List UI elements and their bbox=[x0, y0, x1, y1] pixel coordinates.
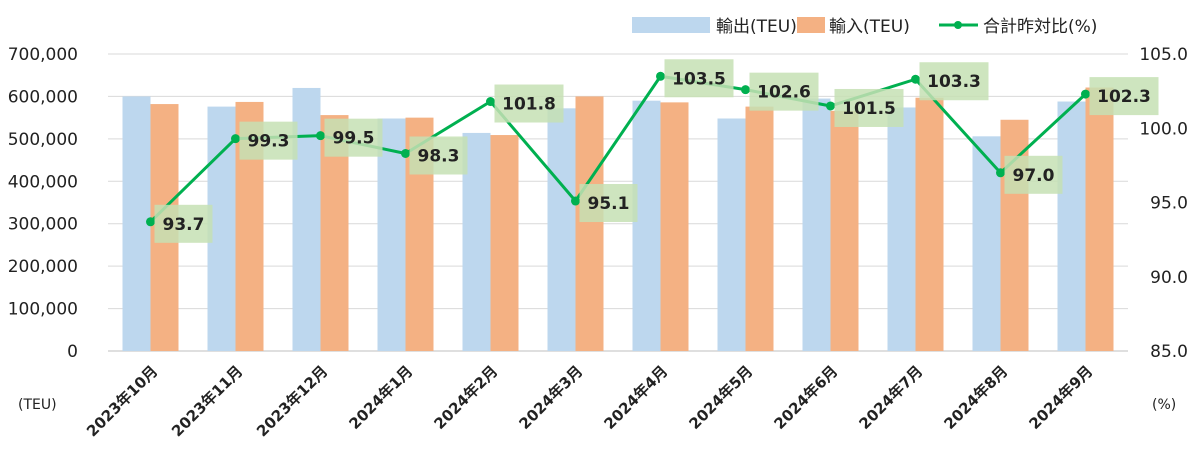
y-left-tick-label: 200,000 bbox=[8, 257, 78, 277]
x-tick-label: 2024年7月 bbox=[855, 362, 926, 433]
ratio-point bbox=[741, 85, 750, 95]
ratio-point bbox=[571, 196, 580, 206]
data-label: 93.7 bbox=[163, 215, 205, 235]
legend-label-ratio: 合計昨対比(%) bbox=[983, 17, 1097, 37]
ratio-point bbox=[656, 71, 665, 81]
y-left-tick-label: 100,000 bbox=[8, 300, 78, 320]
data-label: 102.6 bbox=[757, 83, 811, 103]
legend-swatch-import bbox=[797, 17, 825, 33]
data-label-box bbox=[324, 118, 383, 157]
data-label: 101.5 bbox=[842, 99, 896, 119]
data-label-box bbox=[239, 121, 298, 160]
x-tick-label: 2023年10月 bbox=[83, 362, 161, 440]
data-label-box bbox=[834, 88, 904, 127]
bar-export bbox=[972, 136, 1001, 351]
y-right-tick-label: 90.0 bbox=[1150, 268, 1188, 288]
ratio-point bbox=[486, 97, 495, 107]
data-label: 97.0 bbox=[1013, 166, 1055, 186]
data-label-box bbox=[749, 72, 819, 111]
data-label-box bbox=[664, 59, 734, 98]
ratio-point bbox=[316, 131, 325, 141]
bar-export bbox=[547, 108, 576, 352]
x-tick-label: 2024年9月 bbox=[1025, 362, 1096, 433]
y-right-tick-label: 100.0 bbox=[1139, 119, 1188, 139]
y-left-tick-label: 400,000 bbox=[8, 172, 78, 192]
y-left-tick-label: 300,000 bbox=[8, 215, 78, 235]
y-right-tick-label: 105.0 bbox=[1139, 45, 1188, 65]
data-label: 103.5 bbox=[672, 69, 726, 89]
bar-import bbox=[745, 106, 774, 352]
left-axis-unit: (TEU) bbox=[18, 397, 57, 413]
ratio-point bbox=[826, 101, 835, 111]
ratio-point bbox=[911, 74, 920, 84]
bar-export bbox=[122, 96, 151, 351]
data-label-box bbox=[579, 184, 638, 223]
legend-marker-ratio bbox=[954, 21, 962, 29]
data-label: 98.3 bbox=[418, 146, 460, 166]
y-left-tick-label: 600,000 bbox=[8, 87, 78, 107]
x-tick-label: 2023年12月 bbox=[253, 362, 331, 440]
ratio-point bbox=[401, 148, 410, 158]
data-label-box bbox=[409, 136, 468, 175]
x-tick-label: 2024年2月 bbox=[430, 362, 501, 433]
ratio-point bbox=[996, 168, 1005, 178]
data-label-box bbox=[494, 84, 564, 123]
x-tick-label: 2024年3月 bbox=[515, 362, 586, 433]
y-left-tick-label: 700,000 bbox=[8, 45, 78, 65]
legend: 輸出(TEU) 輸入(TEU) 合計昨対比(%) bbox=[632, 17, 1097, 37]
y-left-tick-label: 0 bbox=[67, 342, 78, 362]
bar-import bbox=[915, 97, 944, 351]
legend-label-export: 輸出(TEU) bbox=[716, 17, 797, 37]
data-label-box bbox=[919, 62, 989, 101]
ratio-point bbox=[1081, 89, 1090, 99]
data-label: 95.1 bbox=[588, 194, 630, 214]
bar-import bbox=[1085, 87, 1114, 352]
bar-export bbox=[1057, 101, 1086, 352]
y-left-tick-label: 500,000 bbox=[8, 130, 78, 150]
bar-export bbox=[377, 118, 406, 352]
bar-export bbox=[717, 118, 746, 352]
data-label-box bbox=[1004, 155, 1063, 194]
ratio-point bbox=[231, 134, 240, 144]
bar-export bbox=[802, 98, 831, 351]
data-label-box bbox=[1089, 77, 1159, 116]
data-label: 102.3 bbox=[1097, 87, 1151, 107]
bar-import bbox=[660, 102, 689, 352]
data-label: 99.5 bbox=[333, 129, 375, 149]
x-tick-label: 2024年5月 bbox=[685, 362, 756, 433]
bar-import bbox=[575, 96, 604, 351]
ratio-point bbox=[146, 217, 155, 227]
bar-import bbox=[1000, 119, 1029, 351]
data-labels-group: 93.7 99.3 99.5 98.3 101.8 95.1 103.5 102.6 101.5… bbox=[154, 59, 1159, 243]
bar-export bbox=[632, 100, 661, 352]
data-label: 101.8 bbox=[502, 95, 556, 115]
legend-swatch-export bbox=[632, 17, 710, 33]
x-tick-label: 2024年6月 bbox=[770, 362, 841, 433]
data-label-box bbox=[154, 204, 213, 243]
x-tick-label: 2023年11月 bbox=[168, 362, 246, 440]
y-right-tick-label: 95.0 bbox=[1150, 194, 1188, 214]
bar-import bbox=[490, 135, 519, 351]
right-axis-unit: (%) bbox=[1152, 397, 1176, 413]
bar-export bbox=[887, 107, 916, 352]
x-tick-label: 2024年4月 bbox=[600, 362, 671, 433]
y-right-tick-label: 85.0 bbox=[1150, 342, 1188, 362]
x-tick-label: 2024年8月 bbox=[940, 362, 1011, 433]
data-label: 103.3 bbox=[927, 72, 981, 92]
legend-label-import: 輸入(TEU) bbox=[829, 17, 910, 37]
data-label: 99.3 bbox=[248, 132, 290, 152]
x-tick-label: 2024年1月 bbox=[345, 362, 416, 433]
bar-import bbox=[830, 110, 859, 352]
